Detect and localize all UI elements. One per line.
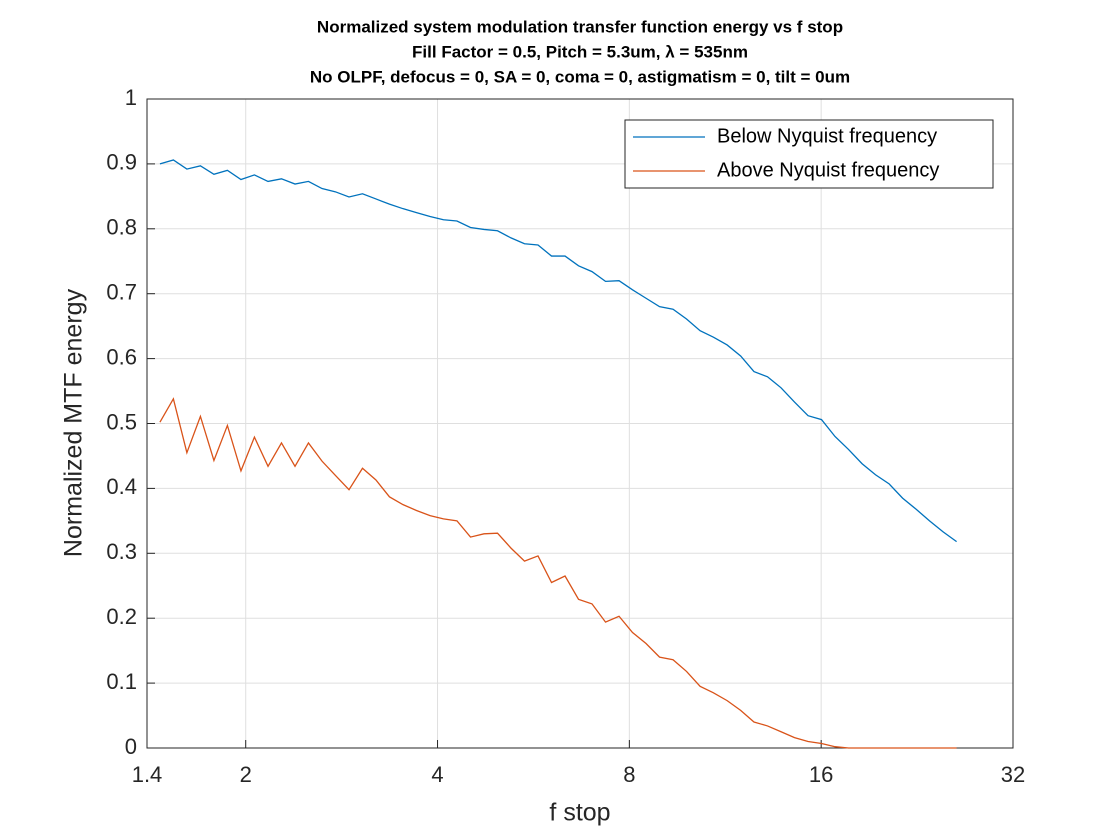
- x-tick-label: 1.4: [132, 762, 163, 787]
- title-line: No OLPF, defocus = 0, SA = 0, coma = 0, …: [310, 67, 850, 86]
- x-tick-label: 2: [240, 762, 252, 787]
- x-tick-label: 32: [1001, 762, 1025, 787]
- y-tick-label: 1: [125, 85, 137, 110]
- y-axis-label: Normalized MTF energy: [60, 288, 88, 557]
- y-tick-label: 0: [125, 734, 137, 759]
- y-tick-label: 0.2: [106, 604, 137, 629]
- title-line: Normalized system modulation transfer fu…: [317, 17, 843, 36]
- x-tick-label: 8: [623, 762, 635, 787]
- legend-label: Below Nyquist frequency: [717, 125, 937, 147]
- y-tick-label: 0.4: [106, 474, 137, 499]
- y-tick-label: 0.9: [106, 150, 137, 175]
- y-tick-label: 0.1: [106, 669, 137, 694]
- y-tick-label: 0.5: [106, 409, 137, 434]
- y-tick-label: 0.8: [106, 215, 137, 240]
- data-line: [159, 159, 957, 543]
- y-tick-label: 0.6: [106, 344, 137, 369]
- y-tick-label: 0.3: [106, 539, 137, 564]
- legend-box: [624, 119, 994, 189]
- legend-label: Above Nyquist frequency: [717, 159, 939, 181]
- y-tick-label: 0.7: [106, 280, 137, 305]
- x-tick-label: 16: [809, 762, 833, 787]
- plot-frame: [146, 98, 1014, 749]
- title-line: Fill Factor = 0.5, Pitch = 5.3um, λ = 53…: [412, 42, 748, 61]
- x-tick-label: 4: [431, 762, 443, 787]
- data-line: [159, 397, 957, 749]
- x-axis-label: f stop: [549, 799, 610, 827]
